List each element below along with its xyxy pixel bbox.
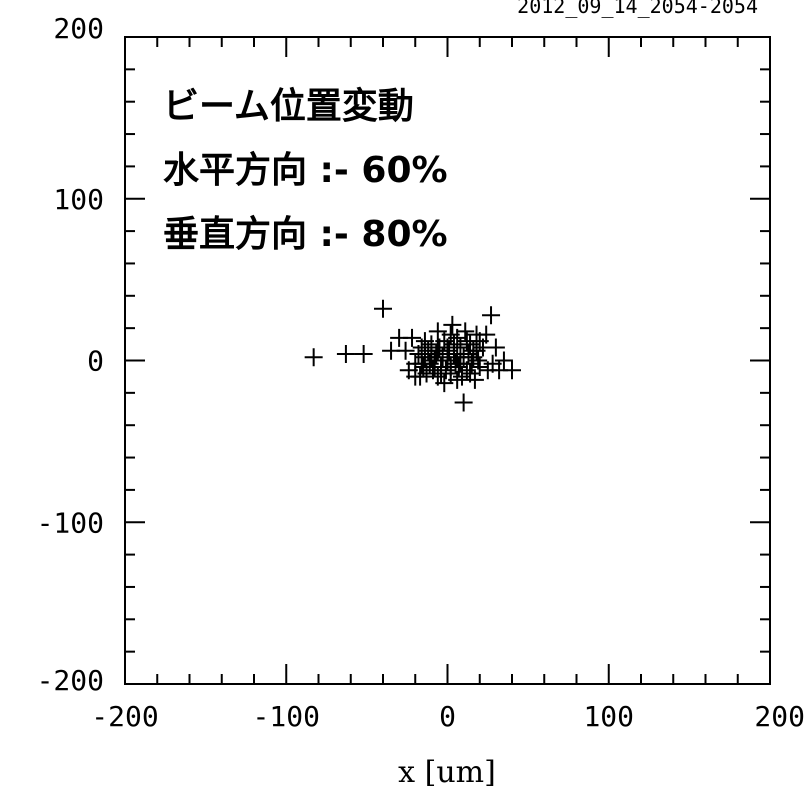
data-point: [467, 341, 486, 360]
x-tick-label: -100: [253, 700, 320, 733]
data-point: [503, 361, 521, 380]
data-point: [415, 332, 434, 351]
y-tick-label: -200: [37, 664, 104, 697]
data-point: [461, 364, 480, 383]
data-point: [403, 328, 422, 347]
data-point: [435, 374, 454, 393]
data-point: [456, 322, 475, 341]
data-point: [470, 357, 489, 376]
x-tick-label: 200: [754, 700, 805, 733]
data-point: [486, 338, 505, 357]
data-point: [428, 322, 447, 341]
x-axis-label: x [um]: [398, 755, 496, 790]
y-tick-label: 100: [53, 183, 104, 216]
data-point: [441, 325, 460, 344]
data-point: [304, 348, 323, 367]
y-tick-label: 200: [53, 12, 104, 45]
data-point: [454, 393, 473, 412]
data-points: [304, 299, 521, 412]
data-point: [432, 364, 451, 383]
annotation-line: ビーム位置変動: [163, 85, 414, 127]
data-point: [470, 332, 489, 351]
data-point: [406, 367, 425, 386]
y-tick-label: 0: [87, 345, 104, 378]
data-point: [441, 357, 460, 376]
data-point: [436, 361, 455, 380]
data-point: [336, 345, 355, 364]
x-tick-labels: -200 -100 0 100 200: [91, 700, 805, 733]
data-point: [448, 370, 467, 389]
major-ticks: [124, 36, 771, 685]
y-tick-label: -100: [37, 506, 104, 539]
minor-ticks: [125, 37, 770, 684]
data-point: [448, 348, 467, 367]
x-tick-label: 0: [439, 700, 456, 733]
annotation-line: 水平方向 :- 60%: [163, 150, 448, 191]
data-point: [438, 338, 457, 357]
data-point: [443, 315, 462, 334]
data-point: [459, 345, 478, 364]
data-point: [396, 341, 415, 360]
data-point: [354, 345, 373, 364]
chart-title: 2012_09_14_2054-2054: [517, 0, 758, 18]
x-tick-label: -200: [91, 700, 158, 733]
data-point: [374, 299, 392, 318]
y-tick-labels: -200 -100 0 100 200: [37, 12, 104, 697]
x-tick-label: 100: [583, 700, 634, 733]
data-point: [494, 351, 513, 370]
annotation-line: 垂直方向 :- 80%: [163, 214, 448, 255]
data-point: [482, 306, 501, 325]
data-point: [412, 354, 431, 373]
data-point: [428, 341, 447, 360]
